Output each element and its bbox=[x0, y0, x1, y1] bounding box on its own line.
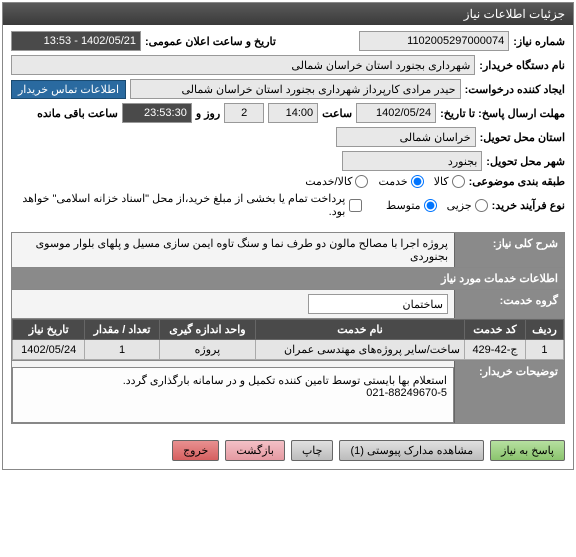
contact-buyer-button[interactable]: اطلاعات تماس خریدار bbox=[11, 80, 126, 99]
category-label: طبقه بندی موضوعی: bbox=[469, 175, 565, 188]
purchase-type-radio-group: جزیی متوسط bbox=[386, 199, 488, 212]
service-group-label: گروه خدمت: bbox=[454, 290, 564, 318]
col-qty: تعداد / مقدار bbox=[85, 320, 159, 340]
buyer-note-label: توضیحات خریدار: bbox=[454, 361, 564, 423]
buyer-note-cell: استعلام بها بایستی توسط تامین کننده تکمی… bbox=[12, 361, 454, 423]
days-remaining-field: 2 bbox=[224, 103, 264, 123]
table-row: 1 ج-42-429 ساخت/سایر پروژه‌های مهندسی عم… bbox=[13, 340, 564, 360]
radio-motevaset[interactable]: متوسط bbox=[386, 199, 437, 212]
city-field: بجنورد bbox=[342, 151, 482, 171]
buyer-label: نام دستگاه خریدار: bbox=[479, 59, 565, 72]
buyer-note-line2: 021-88249670-5 bbox=[19, 387, 447, 399]
days-label: روز و bbox=[196, 107, 220, 120]
col-unit: واحد اندازه گیری bbox=[159, 320, 255, 340]
col-code: کد خدمت bbox=[464, 320, 525, 340]
panel-header: جزئیات اطلاعات نیاز bbox=[3, 3, 573, 25]
attachments-button[interactable]: مشاهده مدارک پیوستی (1) bbox=[339, 440, 484, 461]
radio-kala-khadamat[interactable]: کالا/خدمت bbox=[305, 175, 368, 188]
button-bar: پاسخ به نیاز مشاهده مدارک پیوستی (1) چاپ… bbox=[3, 432, 573, 469]
purchase-type-label: نوع فرآیند خرید: bbox=[492, 199, 565, 212]
need-no-label: شماره نیاز: bbox=[513, 35, 565, 48]
radio-kala[interactable]: کالا bbox=[434, 175, 465, 188]
buyer-field: شهرداری بجنورد استان خراسان شمالی bbox=[11, 55, 475, 75]
services-header: اطلاعات خدمات مورد نیاز bbox=[12, 268, 564, 289]
creator-field: حیدر مرادی کارپرداز شهرداری بجنورد استان… bbox=[130, 79, 461, 99]
need-summary-value: پروژه اجرا با مصالح مالون دو طرف نما و س… bbox=[12, 233, 454, 267]
city-label: شهر محل تحویل: bbox=[486, 155, 565, 168]
col-row: ردیف bbox=[525, 320, 563, 340]
deadline-date-field: 1402/05/24 bbox=[356, 103, 436, 123]
col-name: نام خدمت bbox=[256, 320, 465, 340]
main-panel: جزئیات اطلاعات نیاز شماره نیاز: 11020052… bbox=[2, 2, 574, 470]
radio-khadamat[interactable]: خدمت bbox=[378, 175, 423, 188]
province-field: خراسان شمالی bbox=[336, 127, 476, 147]
deadline-label: مهلت ارسال پاسخ: تا تاریخ: bbox=[440, 107, 565, 120]
need-no-field: 1102005297000074 bbox=[359, 31, 509, 51]
deadline-time-field: 14:00 bbox=[268, 103, 318, 123]
public-datetime-label: تاریخ و ساعت اعلان عمومی: bbox=[145, 35, 276, 48]
buyer-note-line1: استعلام بها بایستی توسط تامین کننده تکمی… bbox=[19, 374, 447, 387]
treasury-checkbox[interactable]: پرداخت تمام یا بخشی از مبلغ خرید،از محل … bbox=[11, 192, 362, 218]
buyer-note-box: استعلام بها بایستی توسط تامین کننده تکمی… bbox=[12, 367, 454, 423]
services-table: ردیف کد خدمت نام خدمت واحد اندازه گیری ت… bbox=[12, 319, 564, 360]
public-datetime-field: 1402/05/21 - 13:53 bbox=[11, 31, 141, 51]
panel-title: جزئیات اطلاعات نیاز bbox=[464, 7, 565, 21]
remain-label: ساعت باقی مانده bbox=[37, 107, 118, 120]
service-group-value: ساختمان bbox=[12, 290, 454, 318]
creator-label: ایجاد کننده درخواست: bbox=[465, 83, 565, 96]
radio-jozee[interactable]: جزیی bbox=[447, 199, 488, 212]
need-summary-label: شرح کلی نیاز: bbox=[454, 233, 564, 267]
detail-block: شرح کلی نیاز: پروژه اجرا با مصالح مالون … bbox=[11, 232, 565, 424]
exit-button[interactable]: خروج bbox=[172, 440, 219, 461]
form-area: شماره نیاز: 1102005297000074 تاریخ و ساع… bbox=[3, 25, 573, 232]
col-date: تاریخ نیاز bbox=[13, 320, 85, 340]
category-radio-group: کالا خدمت کالا/خدمت bbox=[305, 175, 464, 188]
print-button[interactable]: چاپ bbox=[291, 440, 334, 461]
back-button[interactable]: بازگشت bbox=[225, 440, 285, 461]
treasury-checkbox-label: پرداخت تمام یا بخشی از مبلغ خرید،از محل … bbox=[11, 192, 345, 218]
province-label: استان محل تحویل: bbox=[480, 131, 565, 144]
remain-time-field: 23:53:30 bbox=[122, 103, 192, 123]
saat-label-1: ساعت bbox=[322, 107, 352, 120]
reply-button[interactable]: پاسخ به نیاز bbox=[490, 440, 565, 461]
services-table-wrap: ردیف کد خدمت نام خدمت واحد اندازه گیری ت… bbox=[12, 319, 564, 360]
